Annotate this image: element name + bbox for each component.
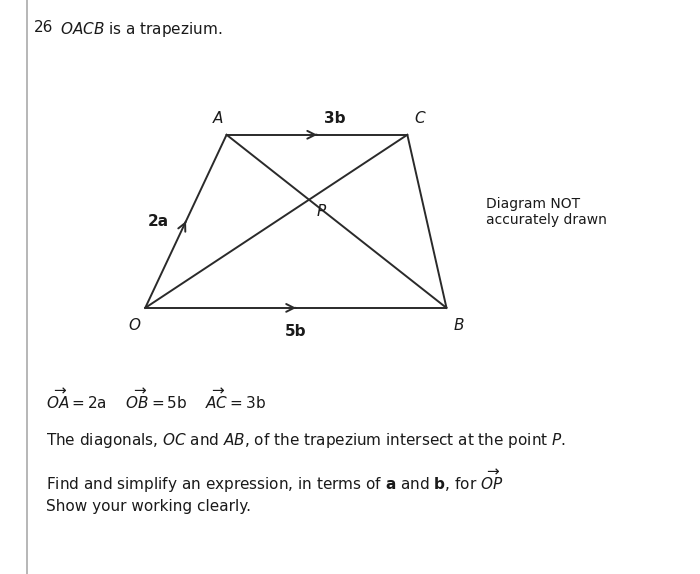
Text: Show your working clearly.: Show your working clearly. bbox=[46, 499, 251, 514]
Text: 26: 26 bbox=[34, 20, 53, 35]
Text: The diagonals, $\mathit{OC}$ and $\mathit{AB}$, of the trapezium intersect at th: The diagonals, $\mathit{OC}$ and $\mathi… bbox=[46, 430, 566, 449]
Text: C: C bbox=[414, 111, 425, 126]
Text: 3b: 3b bbox=[324, 111, 346, 126]
Text: 5b: 5b bbox=[285, 324, 307, 339]
Text: Diagram NOT
accurately drawn: Diagram NOT accurately drawn bbox=[486, 197, 606, 227]
Text: $\overrightarrow{OA}$$= 2\mathrm{a}$    $\overrightarrow{OB}$$= 5\mathrm{b}$    : $\overrightarrow{OA}$$= 2\mathrm{a}$ $\o… bbox=[46, 387, 265, 412]
Text: O: O bbox=[129, 319, 141, 333]
Text: 2a: 2a bbox=[148, 214, 169, 229]
Text: $\mathit{OACB}$ is a trapezium.: $\mathit{OACB}$ is a trapezium. bbox=[60, 20, 222, 39]
Text: A: A bbox=[212, 111, 223, 126]
Text: P: P bbox=[316, 204, 326, 219]
Text: Find and simplify an expression, in terms of $\mathbf{a}$ and $\mathbf{b}$, for : Find and simplify an expression, in term… bbox=[46, 468, 503, 495]
Text: B: B bbox=[454, 319, 464, 333]
